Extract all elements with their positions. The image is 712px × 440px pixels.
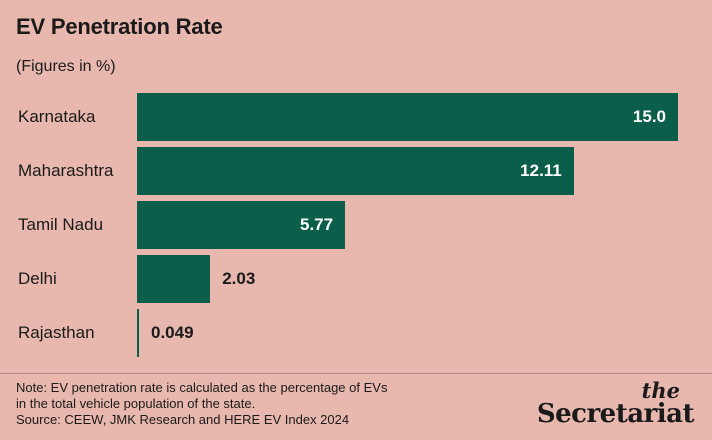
value-label: 2.03 — [222, 269, 256, 288]
bar — [137, 201, 346, 249]
logo-the: the — [641, 378, 680, 403]
logo-secretariat: Secretariat — [536, 399, 695, 429]
category-label: Tamil Nadu — [18, 215, 104, 234]
bar-chart: Karnataka 15.0 Maharashtra 12.11 Tamil Nadu 5… — [18, 93, 678, 357]
value-label: 5.77 — [300, 215, 334, 234]
category-label: Karnataka — [18, 107, 96, 126]
chart-subtitle: (Figures in %) — [16, 58, 116, 75]
note-line-1: Note: EV penetration rate is calculated … — [16, 380, 388, 395]
footer-divider — [0, 373, 712, 374]
bar — [137, 147, 574, 195]
brand-logo: the Secretariat — [536, 378, 695, 429]
category-label: Maharashtra — [18, 161, 114, 180]
chart-title: EV Penetration Rate — [16, 14, 223, 39]
source-line: Source: CEEW, JMK Research and HERE EV I… — [16, 412, 350, 427]
value-label: 12.11 — [520, 161, 562, 180]
bar — [137, 93, 678, 141]
note-line-2: in the total vehicle population of the s… — [16, 396, 256, 411]
category-label: Delhi — [18, 269, 57, 288]
value-label: 15.0 — [632, 107, 666, 126]
value-label: 0.049 — [151, 323, 194, 342]
footer-note: Note: EV penetration rate is calculated … — [16, 380, 516, 428]
bar — [137, 309, 139, 357]
category-label: Rajasthan — [18, 323, 95, 342]
bar — [137, 255, 211, 303]
